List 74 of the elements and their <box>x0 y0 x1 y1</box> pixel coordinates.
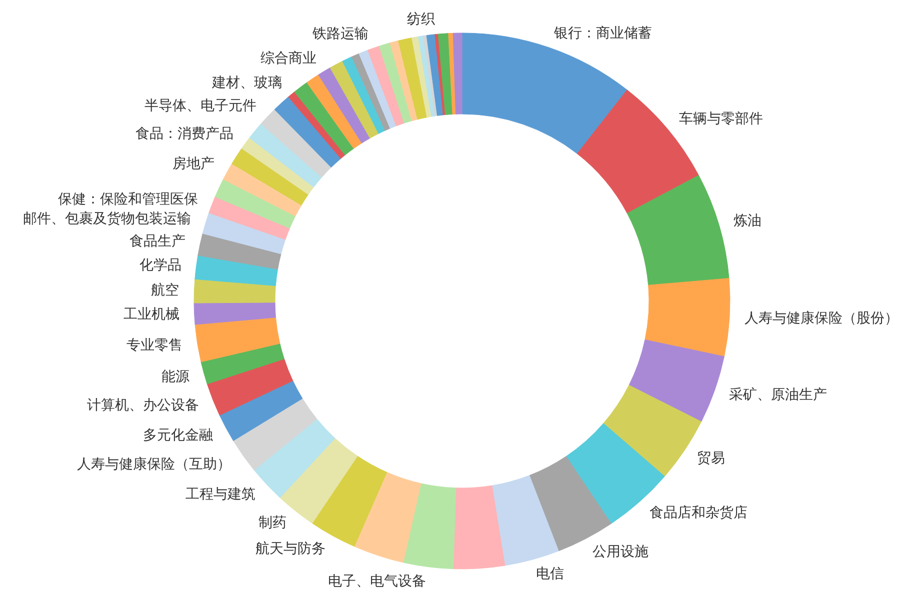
donut-slice <box>354 472 422 563</box>
donut-slice <box>274 96 342 168</box>
slice-label: 工程与建筑 <box>186 486 256 503</box>
donut-slice <box>206 358 294 416</box>
slice-label: 计算机、办公设备 <box>86 397 199 414</box>
slice-label: 专业零售 <box>126 338 183 354</box>
donut-slice <box>232 148 309 206</box>
donut-slice <box>222 163 302 216</box>
donut-slice <box>367 46 404 126</box>
slice-label: 保健：保险和管理医保 <box>58 191 198 208</box>
slice-label: 铁路运输 <box>311 26 368 42</box>
slice-label: 能源 <box>161 369 190 386</box>
donut-slice <box>438 33 453 115</box>
slice-label: 多元化金融 <box>142 427 213 444</box>
donut-slice <box>214 179 296 228</box>
slice-label: 车辆与零部件 <box>678 111 763 128</box>
donut-slice <box>342 56 386 134</box>
donut-slice <box>398 37 428 120</box>
donut-slice <box>208 196 290 240</box>
slice-label: 电信 <box>536 566 564 582</box>
donut-slice <box>412 36 432 118</box>
donut-slice <box>249 124 322 188</box>
donut-slice <box>288 92 346 159</box>
slice-label: 食品生产 <box>129 233 186 250</box>
slice-label: 化学品 <box>139 257 182 274</box>
donut-slice <box>402 483 456 570</box>
donut-slice <box>351 53 390 131</box>
slice-label: 纺织 <box>407 11 436 28</box>
donut-slice <box>233 398 318 470</box>
slice-label: 半导体、电子元件 <box>144 98 257 114</box>
donut-slice <box>260 109 332 178</box>
donut-slice <box>194 317 280 362</box>
slice-label: 制药 <box>258 514 286 531</box>
slice-label: 邮件、包裹及货物包装运输 <box>23 210 192 227</box>
slice-label: 炼油 <box>733 213 762 230</box>
slice-label: 人寿与健康保险（股份） <box>744 310 898 327</box>
slice-label: 银行：商业储蓄 <box>553 25 652 42</box>
slice-label: 采矿、原油生产 <box>729 386 828 403</box>
donut-slice <box>628 339 724 422</box>
donut-slice <box>194 302 276 325</box>
slice-label: 人寿与健康保险（互助） <box>76 456 231 472</box>
donut-slice <box>378 42 412 124</box>
slice-label: 航空 <box>151 282 180 299</box>
slice-label: 航天与防务 <box>256 540 326 557</box>
donut-slice <box>254 418 336 498</box>
donut-slice <box>452 32 462 114</box>
donut-slice <box>452 485 506 570</box>
donut-slice <box>492 475 559 566</box>
slice-label: 房地产 <box>172 156 214 172</box>
donut-slice <box>241 138 314 195</box>
slice-label: 食品店和杂货店 <box>649 504 748 521</box>
donut-slice <box>200 343 284 384</box>
slice-label: 建材、玻璃 <box>210 74 282 91</box>
donut-slice <box>330 60 379 138</box>
donut-slice <box>390 40 418 122</box>
donut-slice <box>202 212 286 254</box>
donut-slice <box>418 36 436 117</box>
donut-slice <box>626 175 730 286</box>
donut-slice <box>306 74 362 149</box>
slice-label: 综合商业 <box>260 50 316 66</box>
donut-slice <box>358 50 396 129</box>
donut-slice <box>219 380 303 441</box>
slice-label: 工业机械 <box>123 306 180 323</box>
donut-slice <box>198 233 282 270</box>
slice-label: 公用设施 <box>592 544 649 560</box>
slice-label: 电子、电气设备 <box>328 574 426 590</box>
donut-slice <box>426 34 444 116</box>
slice-label: 贸易 <box>697 450 726 466</box>
slice-label: 食品：消费产品 <box>135 126 234 142</box>
donut-slice <box>318 67 370 144</box>
donut-slice <box>194 278 276 304</box>
donut-slice <box>644 278 730 357</box>
donut-slice <box>194 255 278 286</box>
donut-slice <box>294 82 354 156</box>
